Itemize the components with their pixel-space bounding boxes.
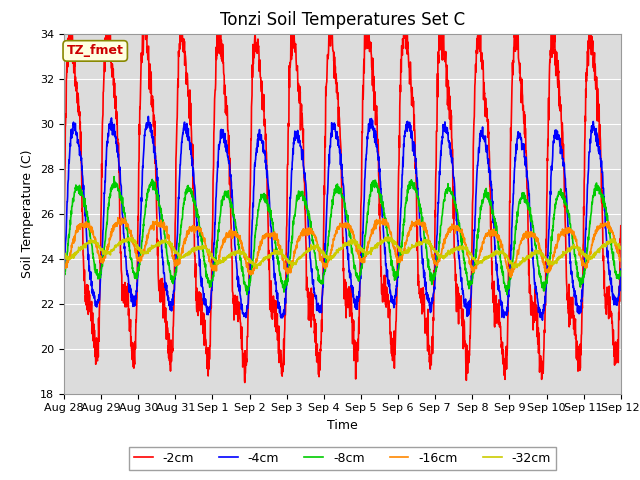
- -2cm: [216, 37, 223, 43]
- Line: -32cm: -32cm: [64, 237, 621, 268]
- -32cm: [568, 243, 576, 249]
- -16cm: [359, 260, 367, 265]
- Legend: -2cm, -4cm, -8cm, -16cm, -32cm: -2cm, -4cm, -8cm, -16cm, -32cm: [129, 447, 556, 469]
- -4cm: [617, 266, 625, 272]
- -32cm: [60, 252, 68, 257]
- -4cm: [216, 142, 223, 148]
- -8cm: [505, 278, 513, 284]
- -16cm: [504, 269, 512, 275]
- -2cm: [584, 48, 591, 54]
- -32cm: [385, 234, 392, 240]
- -8cm: [60, 275, 68, 280]
- -4cm: [145, 113, 152, 119]
- -8cm: [371, 178, 379, 183]
- Y-axis label: Soil Temperature (C): Soil Temperature (C): [22, 149, 35, 278]
- -2cm: [617, 223, 625, 228]
- -16cm: [114, 215, 122, 220]
- -2cm: [359, 83, 367, 88]
- -32cm: [216, 260, 223, 265]
- -16cm: [584, 259, 591, 264]
- -32cm: [253, 265, 260, 271]
- Title: Tonzi Soil Temperatures Set C: Tonzi Soil Temperatures Set C: [220, 11, 465, 29]
- -16cm: [568, 231, 576, 237]
- -16cm: [617, 257, 625, 263]
- -32cm: [617, 246, 625, 252]
- -2cm: [505, 255, 513, 261]
- Line: -16cm: -16cm: [64, 217, 621, 277]
- -8cm: [110, 174, 118, 180]
- -4cm: [584, 181, 591, 187]
- -4cm: [371, 140, 379, 145]
- -16cm: [371, 226, 379, 231]
- -16cm: [216, 254, 223, 260]
- -8cm: [503, 292, 511, 298]
- -2cm: [568, 310, 576, 316]
- -4cm: [568, 274, 576, 279]
- -8cm: [584, 245, 591, 251]
- -16cm: [60, 260, 68, 266]
- -4cm: [538, 317, 546, 323]
- -4cm: [359, 229, 367, 235]
- -32cm: [584, 252, 591, 258]
- X-axis label: Time: Time: [327, 419, 358, 432]
- -32cm: [371, 244, 379, 250]
- Line: -8cm: -8cm: [64, 177, 621, 295]
- -8cm: [617, 269, 625, 275]
- Line: -4cm: -4cm: [64, 116, 621, 320]
- Line: -2cm: -2cm: [64, 12, 621, 383]
- -8cm: [568, 231, 576, 237]
- -32cm: [359, 246, 367, 252]
- -2cm: [241, 380, 248, 385]
- -4cm: [60, 271, 68, 277]
- -16cm: [507, 275, 515, 280]
- Text: TZ_fmet: TZ_fmet: [67, 44, 124, 58]
- -2cm: [60, 232, 68, 238]
- -8cm: [359, 258, 367, 264]
- -4cm: [504, 291, 512, 297]
- -2cm: [67, 10, 74, 15]
- -32cm: [505, 257, 513, 263]
- -2cm: [371, 89, 379, 95]
- -8cm: [216, 220, 223, 226]
